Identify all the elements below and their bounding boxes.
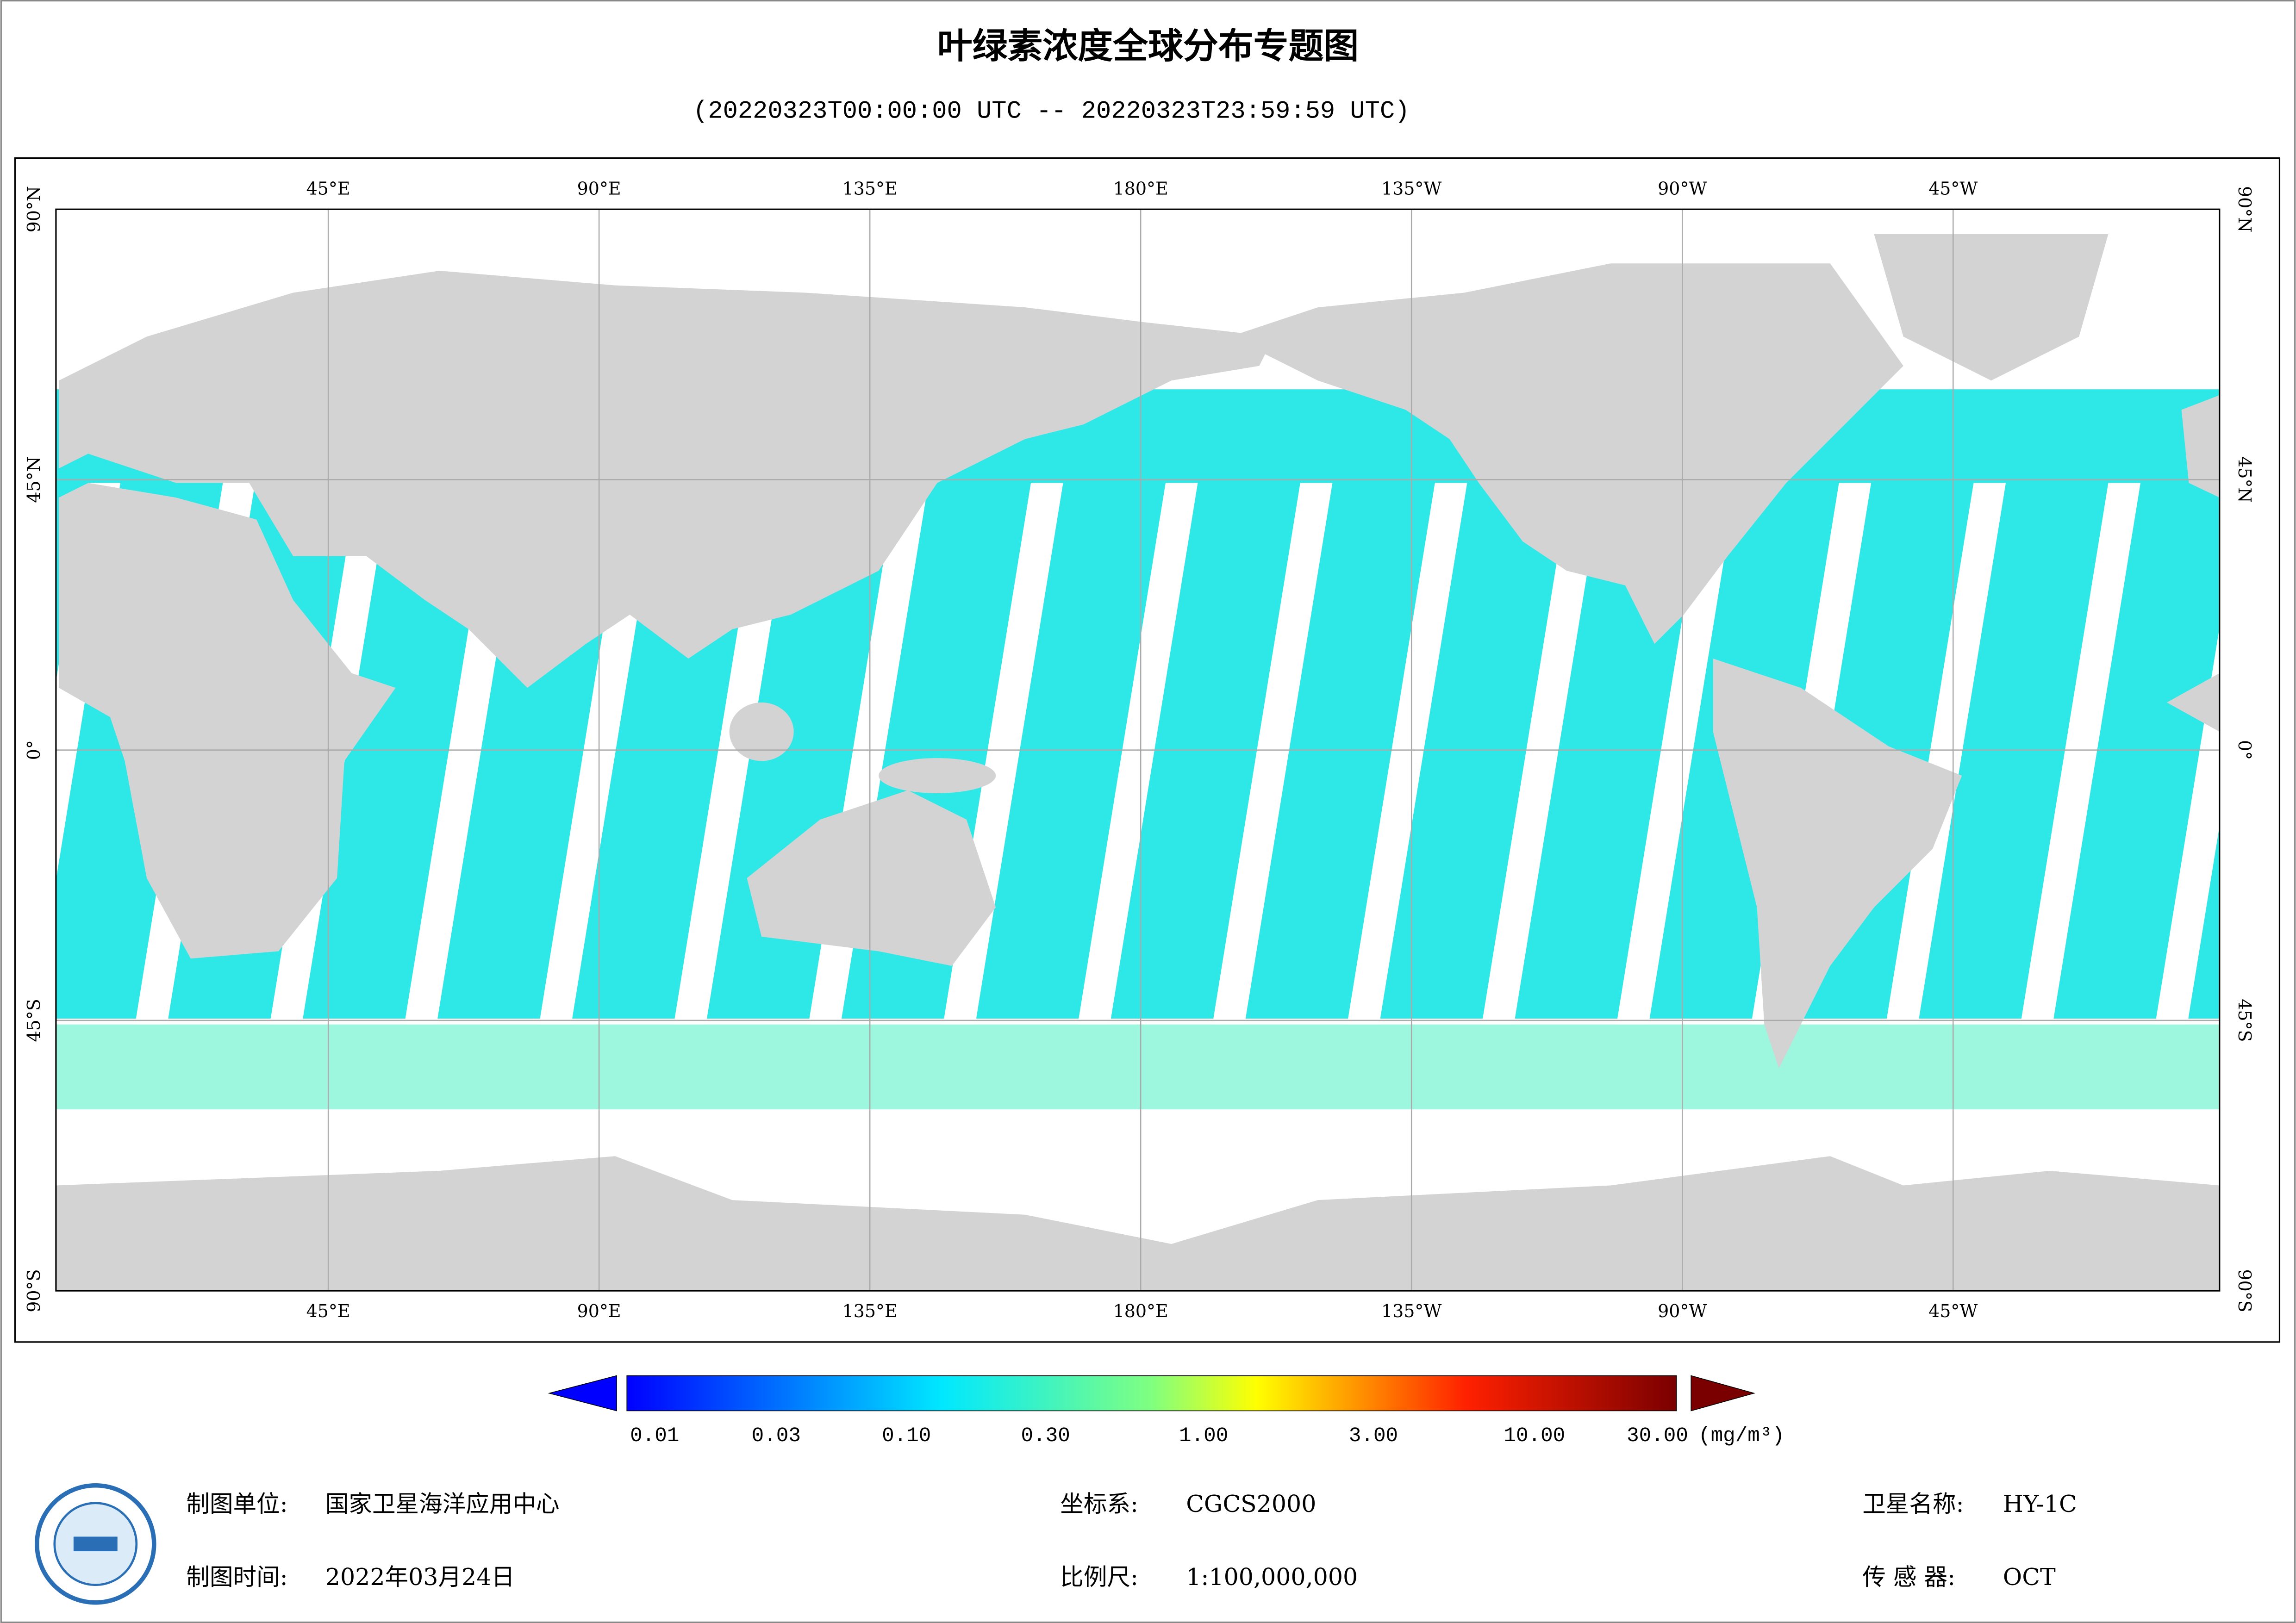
west-europe bbox=[2181, 395, 2220, 498]
colorbar-label: 30.00 bbox=[1627, 1424, 1688, 1448]
lon-label: 90°E bbox=[577, 179, 621, 199]
lon-label: 45°W bbox=[1928, 1301, 1978, 1321]
footer-label: 坐标系: bbox=[1060, 1490, 1138, 1517]
footer-label: 卫星名称: bbox=[1862, 1490, 1964, 1517]
colorbar bbox=[626, 1375, 1677, 1412]
title: 叶绿素浓度全球分布专题图 bbox=[937, 25, 1359, 66]
swath-gap bbox=[1078, 483, 1198, 1025]
lon-label: 90°E bbox=[577, 1301, 621, 1321]
colorbar-label: 10.00 bbox=[1504, 1424, 1565, 1448]
logo-satellite bbox=[73, 1536, 118, 1552]
footer-value: HY-1C bbox=[2003, 1490, 2077, 1517]
lat-label: 45°N bbox=[2234, 456, 2255, 503]
swath-gap bbox=[1482, 483, 1602, 1025]
colorbar-label: 0.30 bbox=[1021, 1424, 1070, 1448]
lat-label: 45°N bbox=[24, 456, 44, 503]
map-frame bbox=[14, 157, 2281, 1343]
new-guinea bbox=[879, 758, 996, 793]
footer-label: 制图单位: bbox=[186, 1490, 287, 1517]
colorbar-over bbox=[1691, 1375, 1756, 1412]
colorbar-label: 0.10 bbox=[882, 1424, 931, 1448]
colorbar-label: 1.00 bbox=[1179, 1424, 1228, 1448]
africa bbox=[59, 483, 396, 959]
map-border bbox=[55, 208, 2221, 1292]
footer-label: 比例尺: bbox=[1060, 1563, 1138, 1591]
footer-value: 国家卫星海洋应用中心 bbox=[325, 1490, 560, 1517]
footer-value: CGCS2000 bbox=[1186, 1490, 1316, 1517]
lat-label: 45°S bbox=[2234, 999, 2255, 1042]
west-africa bbox=[2166, 673, 2220, 732]
footer-value: 1:100,000,000 bbox=[1186, 1563, 1358, 1591]
south-america bbox=[1713, 659, 1962, 1069]
lon-label: 135°E bbox=[842, 179, 898, 199]
lat-label: 0° bbox=[2234, 740, 2255, 760]
borneo bbox=[729, 702, 794, 761]
map-body bbox=[56, 209, 2220, 1291]
swath-gap bbox=[1885, 483, 2006, 1025]
southern-ocean-chlorophyll bbox=[56, 1024, 2220, 1110]
lon-label: 180°E bbox=[1113, 179, 1168, 199]
lon-label: 135°E bbox=[842, 1301, 898, 1321]
swath-gap bbox=[2020, 483, 2141, 1025]
logo bbox=[35, 1483, 156, 1605]
lat-label: 90°S bbox=[2234, 1269, 2255, 1312]
graticule bbox=[56, 209, 2220, 1291]
colorbar-label: 0.03 bbox=[752, 1424, 801, 1448]
footer-value: OCT bbox=[2003, 1563, 2056, 1591]
graticule-labels: 45°E 45°E 90°E 90°E 135°E 135°E 180°E 180°E 135°… bbox=[24, 179, 2255, 1321]
colorbar-unit: (mg/m³) bbox=[1698, 1424, 1784, 1448]
lon-label: 90°W bbox=[1658, 179, 1707, 199]
swath-gap bbox=[1616, 483, 1737, 1025]
lat-label: 90°S bbox=[24, 1269, 44, 1312]
swath-gap bbox=[1212, 483, 1333, 1025]
colorbar-label: 0.01 bbox=[630, 1424, 679, 1448]
lon-label: 90°W bbox=[1658, 1301, 1707, 1321]
colorbar-labels: 0.01 0.03 0.10 0.30 1.00 3.00 10.00 30.00 (mg/m³… bbox=[630, 1424, 1784, 1448]
colorbar-label: 3.00 bbox=[1349, 1424, 1398, 1448]
lon-label: 45°E bbox=[306, 179, 350, 199]
north-america bbox=[1230, 263, 1903, 644]
lon-label: 135°W bbox=[1381, 179, 1441, 199]
lat-label: 90°N bbox=[24, 186, 44, 232]
lat-label: 45°S bbox=[24, 999, 44, 1042]
footer-value: 2022年03月24日 bbox=[325, 1563, 515, 1591]
lon-label: 180°E bbox=[1113, 1301, 1168, 1321]
colorbar-under bbox=[548, 1375, 617, 1412]
lat-label: 0° bbox=[24, 740, 44, 760]
lon-label: 135°W bbox=[1381, 1301, 1441, 1321]
lon-label: 45°E bbox=[306, 1301, 350, 1321]
australia bbox=[747, 790, 996, 966]
lon-label: 45°W bbox=[1928, 179, 1978, 199]
footer-label: 传 感 器: bbox=[1862, 1563, 1955, 1591]
antarctica bbox=[56, 1156, 2220, 1291]
lat-label: 90°N bbox=[2234, 186, 2255, 232]
subtitle: (20220323T00:00:00 UTC -- 20220323T23:59… bbox=[693, 98, 1410, 126]
greenland bbox=[1874, 234, 2109, 381]
swath-gap bbox=[1347, 483, 1467, 1025]
footer-label: 制图时间: bbox=[186, 1563, 287, 1591]
